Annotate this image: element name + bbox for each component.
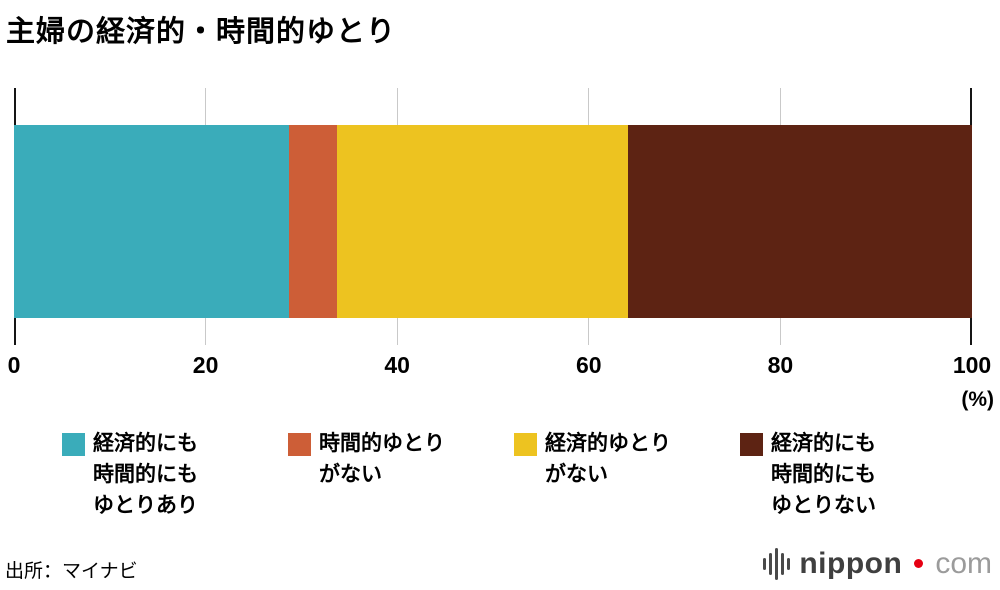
- x-tick-label-60: 60: [576, 352, 602, 378]
- bar-segment-1: [288, 125, 337, 318]
- x-tick-label-80: 80: [767, 352, 794, 378]
- legend-item-1: 時間的ゆとり がない: [288, 428, 486, 521]
- bar-segment-0: [14, 125, 289, 318]
- x-tick-label-100: 100: [952, 352, 992, 378]
- x-tick-label-0: 0: [7, 352, 21, 378]
- legend-swatch-0: [62, 433, 85, 456]
- bar-segment-2: [336, 125, 629, 318]
- legend: 経済的にも 時間的にも ゆとりあり 時間的ゆとり がない 経済的ゆとり がない 経済的…: [0, 428, 1000, 521]
- plot-area: [14, 88, 972, 345]
- x-tick-label-20: 20: [192, 352, 219, 378]
- legend-label-3: 経済的にも 時間的にも ゆとりない: [771, 432, 876, 517]
- bar-segment-3: [628, 125, 972, 318]
- stacked-bar: [14, 125, 972, 318]
- soundwave-icon: [763, 548, 791, 580]
- legend-swatch-1: [288, 433, 311, 456]
- chart-title: 主婦の経済的・時間的ゆとり: [6, 16, 397, 48]
- legend-item-2: 経済的ゆとり がない: [514, 428, 712, 521]
- legend-swatch-2: [514, 433, 537, 456]
- legend-label-2: 経済的ゆとり がない: [545, 432, 671, 486]
- x-axis-ticks: 0 20 40 60 80 100: [8, 352, 992, 382]
- logo-red-dot-icon: [914, 558, 924, 568]
- nippon-logo: nippon com: [763, 542, 992, 586]
- legend-label-0: 経済的にも 時間的にも ゆとりあり: [93, 432, 198, 517]
- logo-word: nippon: [799, 547, 903, 580]
- x-axis-unit: (%): [961, 388, 994, 411]
- legend-label-1: 時間的ゆとり がない: [319, 432, 445, 486]
- source-note: 出所：マイナビ: [5, 561, 138, 582]
- legend-swatch-3: [740, 433, 763, 456]
- legend-item-0: 経済的にも 時間的にも ゆとりあり: [62, 428, 260, 521]
- legend-item-3: 経済的にも 時間的にも ゆとりない: [740, 428, 938, 521]
- logo-tld: com: [935, 547, 992, 580]
- x-tick-label-40: 40: [384, 352, 410, 378]
